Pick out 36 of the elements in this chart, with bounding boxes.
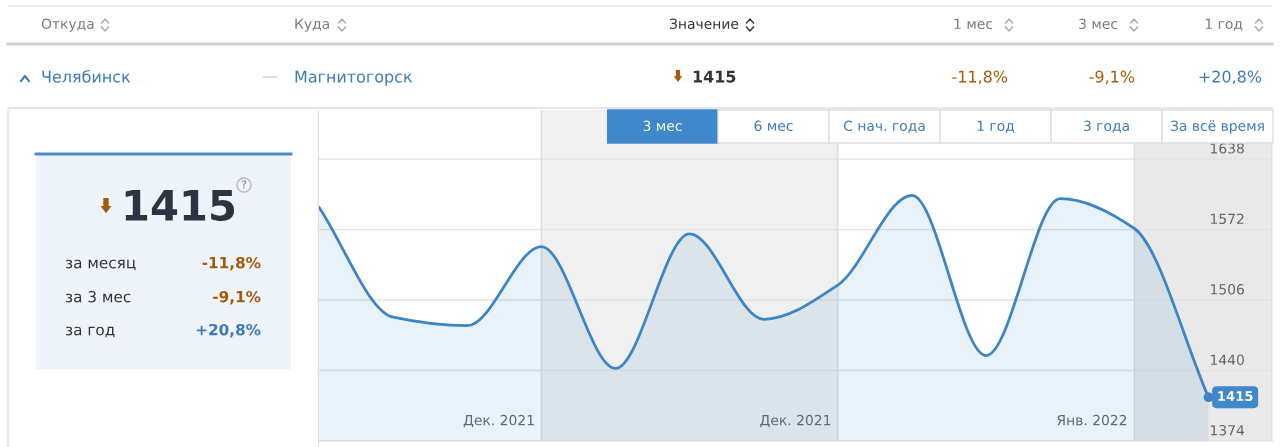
text: за год	[65, 326, 115, 338]
y-tick-label: 1440	[1211, 354, 1244, 365]
x-tick-label: Янв. 2022	[1057, 414, 1127, 426]
data-label: 1415	[1218, 391, 1253, 402]
text: -11,8%	[202, 256, 261, 271]
annotation: 3 года	[1083, 120, 1129, 133]
annotation: За всё время	[1170, 120, 1264, 134]
annotation: 6 мес	[754, 120, 793, 132]
text: +20,8%	[1199, 70, 1262, 85]
text: 1415	[693, 70, 736, 83]
text: за месяц	[65, 259, 136, 271]
text: -11,8%	[952, 70, 1008, 85]
y-tick-label: 1638	[1211, 143, 1244, 154]
text: 1 год	[1205, 18, 1243, 31]
y-tick-label: 1572	[1211, 213, 1244, 225]
text: ?	[241, 180, 247, 189]
text: Куда	[295, 18, 329, 32]
x-tick-label: Дек. 2021	[760, 414, 831, 428]
x-tick-label: Дек. 2021	[463, 414, 534, 428]
annotation: 1 год	[977, 120, 1015, 133]
text: Значение	[669, 18, 739, 30]
text: Челябинск	[42, 70, 131, 83]
y-tick-label: 1374	[1211, 424, 1245, 436]
text: -9,1%	[213, 290, 261, 305]
text: Магнитогорск	[295, 70, 413, 86]
text: +20,8%	[196, 323, 261, 338]
text: 3 мес	[1079, 18, 1118, 30]
y-tick-label: 1506	[1211, 284, 1244, 295]
text: Откуда	[41, 18, 94, 32]
text: за 3 мес	[65, 290, 131, 303]
text: 1 мес	[954, 18, 993, 30]
text: -9,1%	[1089, 70, 1135, 85]
annotation: 3 мес	[643, 120, 682, 132]
text: 1415	[125, 190, 235, 222]
text: —	[262, 76, 278, 78]
annotation: С нач. года	[843, 120, 925, 133]
